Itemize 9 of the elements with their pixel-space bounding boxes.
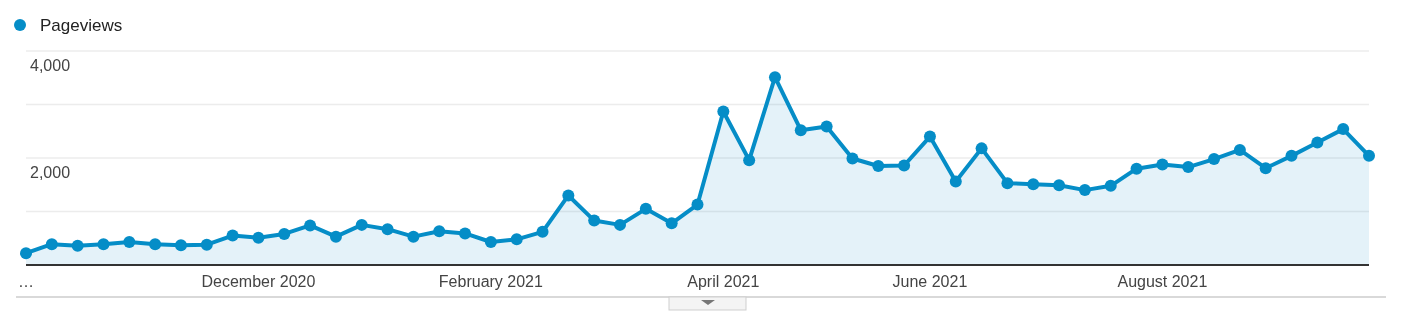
legend-label: Pageviews	[40, 16, 123, 35]
x-tick-label: April 2021	[687, 273, 760, 290]
y-tick-label: 2,000	[30, 164, 71, 181]
y-tick-label: 4,000	[30, 57, 71, 74]
x-tick-label: …	[18, 273, 34, 290]
x-tick-label: December 2020	[201, 273, 316, 290]
x-tick-label: June 2021	[892, 273, 968, 290]
x-tick-label: August 2021	[1117, 273, 1208, 290]
x-tick-label: February 2021	[438, 273, 544, 290]
